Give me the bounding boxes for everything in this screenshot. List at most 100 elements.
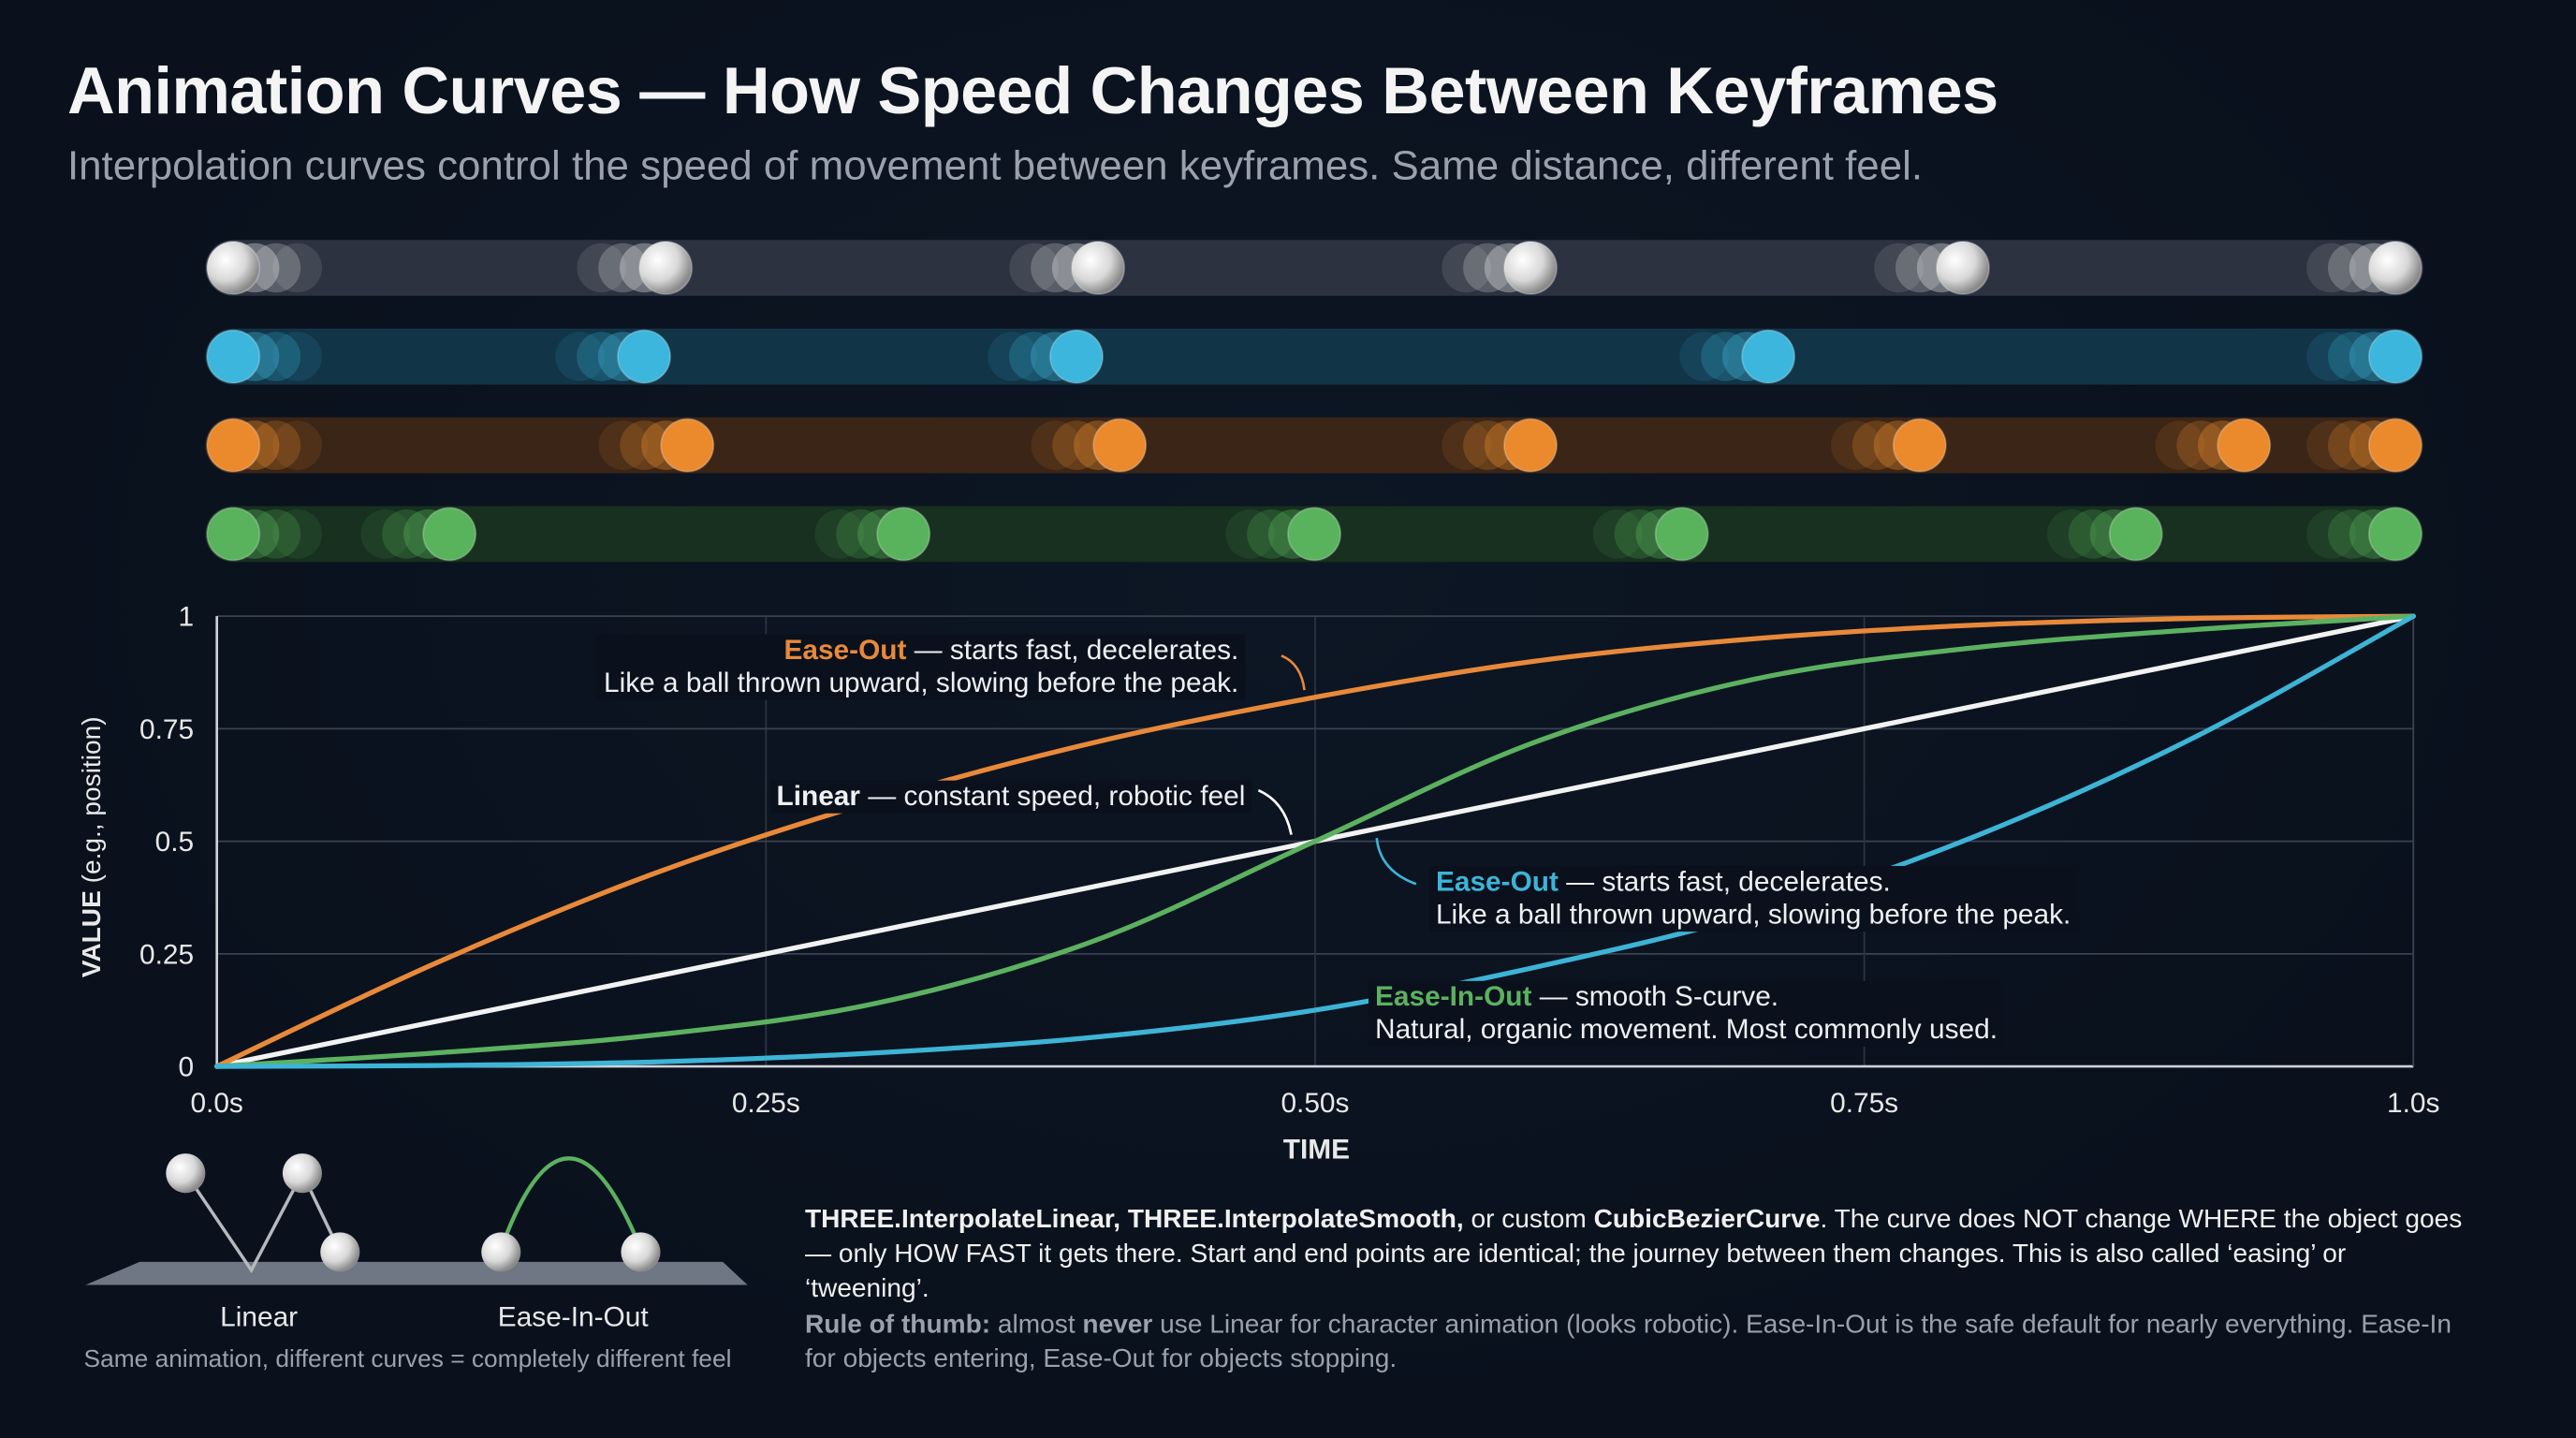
ghost-ball [836,509,886,559]
ball [206,418,261,473]
ball [166,1153,206,1194]
ghost-ball [1895,242,1945,293]
ball [1071,241,1126,296]
ghost-ball [1463,420,1513,470]
track-bar-linear [205,240,2423,296]
ball [481,1232,521,1272]
y-tick-label: 0 [179,1052,195,1083]
page-title: Animation Curves — How Speed Changes Bet… [66,55,1998,128]
ball [1092,418,1148,473]
ghost-ball [2306,509,2356,559]
ghost-ball [251,420,301,470]
ghost-ball [620,420,669,470]
ghost-ball [1442,420,1491,470]
ghost-ball [2327,420,2378,470]
ball [282,1153,322,1194]
ease-in-out-arc [499,1156,643,1250]
ghost-ball [1031,420,1081,470]
leader-ease-out-orange [1281,654,1306,691]
curve-ease-out [214,613,2416,1069]
curve-ease-in-out [214,613,2416,1069]
ghost-ball [1225,509,1275,559]
y-tick-label: 0.25 [139,939,194,970]
illustration-label-linear: Linear [220,1301,299,1333]
annotation-ease-in-out: Ease-In-Out — smooth S-curve. Natural, o… [1368,980,2005,1047]
ghost-ball [382,509,432,559]
ghost-ball [272,420,322,470]
illustration-label-ease-in-out: Ease-In-Out [497,1301,649,1333]
ghost-ball [251,331,301,382]
y-axis-title-bold: VALUE [79,890,108,978]
track-bar-ease-in [205,329,2423,385]
ghost-ball [251,242,301,293]
ghost-ball [1009,331,1059,382]
ghost-ball [1831,420,1881,470]
ball [2367,329,2422,384]
x-tick-label: 0.25s [732,1088,800,1119]
ghost-ball [814,509,865,559]
chart-curves [214,613,2416,1069]
ghost-ball [577,331,626,382]
ball [2367,506,2422,562]
ghost-ball [598,242,648,293]
ghost-ball [2306,242,2356,293]
ghost-ball [1247,509,1296,559]
ball [206,506,261,562]
annotation-text: Like a ball thrown upward, slowing befor… [603,667,1239,698]
ball [320,1232,360,1272]
annotation-text: — constant speed, robotic feel [860,780,1246,813]
ghost-ball [1852,420,1902,470]
ghost-ball [577,242,627,293]
curve-ease-in [214,613,2416,1069]
ghost-ball [2046,509,2097,559]
rule-of-thumb: Rule of thumb: almost never use Linear f… [804,1311,2452,1374]
ghost-ball [1009,242,1059,293]
y-tick-label: 0.5 [155,827,194,858]
annotation-text: Natural, organic movement. Most commonly… [1375,1013,1998,1046]
ball [1503,241,1559,296]
annotation-name: Ease-Out [1435,865,1559,898]
ghost-ball [1031,242,1080,293]
ball [1049,329,1104,384]
ghost-ball [988,331,1037,382]
ghost-ball [2068,509,2118,559]
y-tick-label: 0.75 [139,714,194,745]
ball [876,506,931,562]
annotation-linear: Linear — constant speed, robotic feel [769,780,1252,814]
ghost-ball [1874,242,1924,293]
y-tick-label: 1 [179,602,195,633]
ball [617,329,672,384]
ghost-ball [2327,242,2378,293]
ghost-ball [2176,420,2226,470]
ball [206,329,261,384]
annotation-ease-out-blue: Ease-Out — starts fast, decelerates. Lik… [1428,865,2078,932]
ghost-ball [1679,331,1729,382]
x-tick-label: 1.0s [2387,1088,2439,1119]
ghost-ball [555,331,605,382]
linear-path [183,1169,342,1274]
ball [660,418,715,473]
y-axis-title-rest: (e.g., position) [79,716,108,891]
annotation-name: Linear [776,780,861,813]
ghost-ball [272,509,322,559]
ball-tracks [205,240,2423,563]
annotation-name: Ease-In-Out [1375,980,1532,1013]
leader-ease-out-blue [1375,837,1417,886]
note-paragraph: THREE.InterpolateLinear, THREE.Interpola… [804,1206,2463,1303]
ghost-ball [1052,420,1102,470]
ball [1503,418,1559,473]
annotation-name: Ease-Out [783,634,907,666]
page-subtitle: Interpolation curves control the speed o… [66,142,1924,189]
ball [2367,241,2422,296]
ball [2367,418,2422,473]
ghost-ball [1463,242,1513,293]
track-bar-ease-out [205,417,2423,474]
x-tick-label: 0.75s [1830,1088,1898,1119]
ball [1741,329,1796,384]
ghost-ball [360,509,411,559]
ghost-ball [272,331,322,382]
ball [1936,241,1990,296]
ghost-ball [2155,420,2205,470]
ball [422,506,477,562]
